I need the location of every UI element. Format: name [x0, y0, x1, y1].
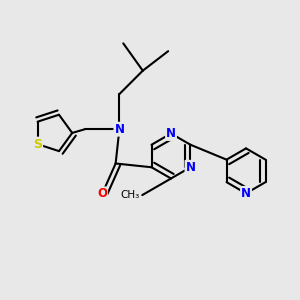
Text: CH₃: CH₃ [120, 190, 139, 200]
Text: N: N [241, 187, 251, 200]
Text: S: S [33, 138, 42, 151]
Text: N: N [166, 127, 176, 140]
Text: N: N [185, 161, 196, 174]
Text: O: O [97, 188, 107, 200]
Text: N: N [114, 123, 124, 136]
